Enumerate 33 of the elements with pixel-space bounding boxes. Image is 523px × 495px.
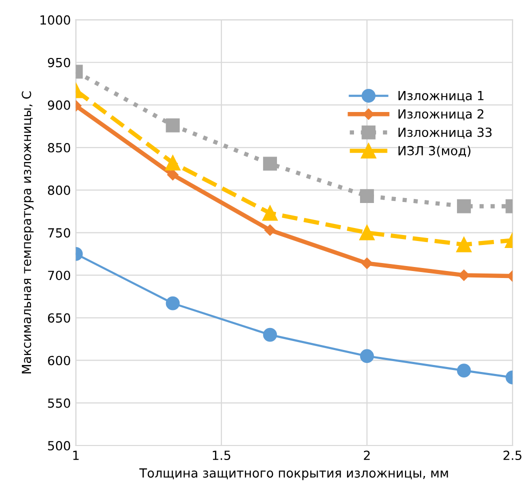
y-tick-label: 700	[48, 270, 70, 280]
y-tick-label: 900	[48, 100, 70, 110]
point	[166, 118, 180, 132]
y-axis-title: Максимальная температура изложницы, С	[22, 91, 34, 374]
point	[361, 258, 373, 269]
y-tick-label: 950	[48, 58, 70, 68]
point	[167, 169, 178, 180]
point	[166, 296, 180, 310]
y-tick-label: 650	[48, 313, 70, 323]
y-tick-label: 1000	[40, 15, 70, 25]
point	[359, 225, 375, 240]
legend-label: Изложница 2	[398, 109, 484, 120]
x-tick-label: 1.5	[212, 450, 230, 460]
y-tick-label: 800	[48, 186, 70, 196]
point	[360, 349, 374, 364]
x-tick-label: 2	[364, 450, 370, 460]
y-tick-label: 500	[48, 440, 70, 450]
point	[263, 328, 277, 342]
x-axis-title: Толщина защитного покрытия изложницы, мм	[139, 468, 448, 480]
legend-label: Изложница 1	[398, 91, 484, 102]
point	[263, 156, 277, 171]
y-tick-label: 850	[48, 142, 70, 152]
x-tick-label: 1	[73, 450, 79, 460]
legend-label: ИЗЛ 3(мод)	[398, 146, 470, 157]
y-tick-label: 750	[48, 228, 70, 238]
point	[262, 205, 278, 221]
point	[165, 155, 180, 170]
y-tick-label: 600	[48, 356, 70, 366]
point	[360, 189, 374, 203]
y-tick-label: 550	[48, 398, 70, 408]
legend-label: Изложница 33	[398, 128, 492, 139]
x-tick-label: 2.5	[504, 450, 522, 460]
point	[264, 224, 276, 236]
